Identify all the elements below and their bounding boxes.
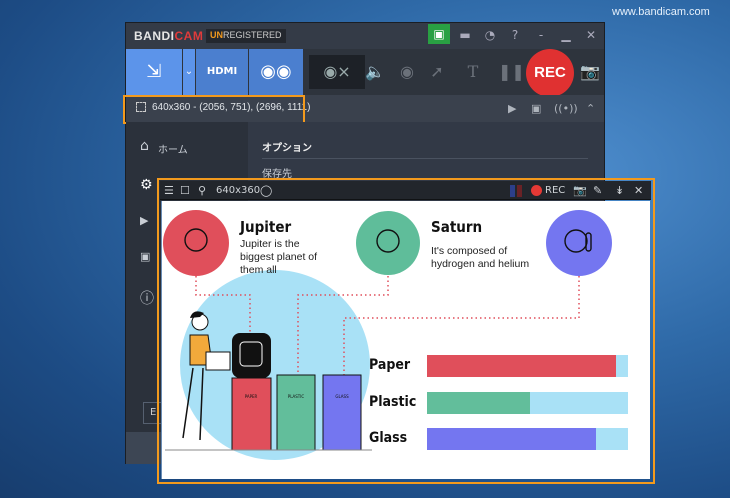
jupiter-description: Jupiter is the biggest planet of them al… xyxy=(240,238,318,276)
folder-icon[interactable]: ▬ xyxy=(459,28,471,42)
bar-fill-glass xyxy=(427,428,596,450)
home-icon[interactable]: ⌂ xyxy=(140,138,149,154)
globe-hands-icon xyxy=(184,228,208,252)
restore-icon[interactable]: ▁ xyxy=(561,28,571,42)
unregistered-badge[interactable]: UNREGISTERED xyxy=(206,29,286,43)
microphone-icon[interactable]: ◉ xyxy=(400,62,414,81)
hdmi-mode-button[interactable]: HDMI xyxy=(196,49,248,95)
bar-track-paper xyxy=(427,355,628,377)
menu-icon[interactable]: ☰ xyxy=(164,184,174,197)
help-icon[interactable]: ? xyxy=(511,28,519,42)
screen-mode-button[interactable]: ⇲ xyxy=(126,49,182,95)
image-settings-icon[interactable]: ▣ xyxy=(140,250,151,263)
capture-toolbar: ☰ ☐ ⚲ 640x360 ◯ REC 📷 ✎ ↡ ✕ xyxy=(160,181,651,200)
rec-button[interactable]: REC xyxy=(526,49,574,97)
svg-text:GLASS: GLASS xyxy=(335,394,349,399)
saturn-circle xyxy=(356,211,420,275)
capture-size[interactable]: 640x360 xyxy=(216,185,261,196)
capture-region-outline[interactable] xyxy=(157,178,655,484)
audio-level-left xyxy=(510,185,515,197)
section-title: オプション xyxy=(262,143,312,154)
title-bar[interactable]: BANDICAM UNREGISTERED ▣ ▬ ◔ ? - ▁ ✕ xyxy=(126,23,604,49)
fullscreen-icon[interactable]: ☐ xyxy=(180,184,190,197)
minimize-icon[interactable]: - xyxy=(538,28,544,42)
area-highlight xyxy=(123,95,305,124)
text-icon[interactable]: T xyxy=(467,62,479,81)
globe-thermometer-icon xyxy=(564,229,588,253)
lock-icon[interactable]: ▣ xyxy=(428,24,450,44)
connector-lines xyxy=(195,276,580,375)
rec-dot-icon[interactable] xyxy=(531,185,542,196)
bar-fill-paper xyxy=(427,355,616,377)
chevron-down-icon[interactable]: ⌄ xyxy=(183,49,195,95)
bandicam-logo: BANDICAM xyxy=(134,29,204,43)
game-mode-button[interactable]: ◉◉ xyxy=(249,49,303,95)
close-icon[interactable]: ✕ xyxy=(634,184,644,197)
info-icon[interactable]: ⓘ xyxy=(140,291,154,307)
pause-icon[interactable]: ❚❚ xyxy=(498,62,525,81)
camera-icon[interactable]: 📷 xyxy=(580,62,600,81)
webcam-icon[interactable]: ◉× xyxy=(309,55,365,89)
video-settings-icon[interactable]: ▶ xyxy=(140,214,149,227)
bar-label-glass: Glass xyxy=(369,430,408,446)
camera-icon[interactable]: 📷 xyxy=(573,184,587,197)
broadcast-icon[interactable]: ((•)) xyxy=(554,102,578,115)
cursor-click-icon[interactable]: ➚ xyxy=(430,62,444,81)
bar-track-plastic xyxy=(427,392,628,414)
svg-text:PLASTIC: PLASTIC xyxy=(288,394,305,399)
collapse-icon[interactable]: ⌃ xyxy=(586,102,596,115)
sidebar-item-home[interactable]: ホーム xyxy=(158,145,188,156)
select-area-icon[interactable] xyxy=(136,102,146,112)
image-icon[interactable]: ▣ xyxy=(531,102,542,115)
bar-label-plastic: Plastic xyxy=(369,394,417,410)
area-bar xyxy=(126,95,604,122)
save-location-label: 保存先 xyxy=(262,169,292,180)
bar-label-paper: Paper xyxy=(369,357,411,373)
speaker-icon[interactable]: 🔈 xyxy=(365,62,385,81)
saturn-description: It's composed of hydrogen and helium xyxy=(431,245,530,270)
video-icon[interactable]: ▶ xyxy=(508,102,517,115)
divider xyxy=(262,158,588,159)
svg-text:PAPER: PAPER xyxy=(245,394,258,399)
toolbar: ⇲ ⌄ HDMI ◉◉ ◉× 🔈 ◉ ➚ T ❚❚ REC 📷 xyxy=(126,49,604,97)
watermark-text: www.bandicam.com xyxy=(612,6,710,18)
clock-icon[interactable]: ◔ xyxy=(484,28,496,42)
bar-fill-plastic xyxy=(427,392,530,414)
jupiter-circle xyxy=(163,210,229,276)
rec-button-small[interactable]: REC xyxy=(545,185,566,196)
bar-track-glass xyxy=(427,428,628,450)
audio-level-right xyxy=(517,185,522,197)
jupiter-title: Jupiter xyxy=(240,218,292,236)
area-search-icon[interactable]: ⚲ xyxy=(198,184,207,197)
infographic-illustration: PAPER PLASTIC GLASS xyxy=(163,210,612,460)
planet-circle xyxy=(546,210,612,276)
earth-badge-icon xyxy=(376,229,400,253)
saturn-title: Saturn xyxy=(431,218,483,236)
chevrons-down-icon[interactable]: ↡ xyxy=(615,184,625,197)
pencil-icon[interactable]: ✎ xyxy=(593,184,603,197)
area-coordinates: 640x360 - (2056, 751), (2696, 1111) xyxy=(152,102,311,113)
gear-icon[interactable]: ⚙ xyxy=(140,177,153,193)
woman-figure xyxy=(182,311,231,441)
close-icon[interactable]: ✕ xyxy=(585,28,597,42)
opacity-icon[interactable]: ◯ xyxy=(260,184,273,197)
